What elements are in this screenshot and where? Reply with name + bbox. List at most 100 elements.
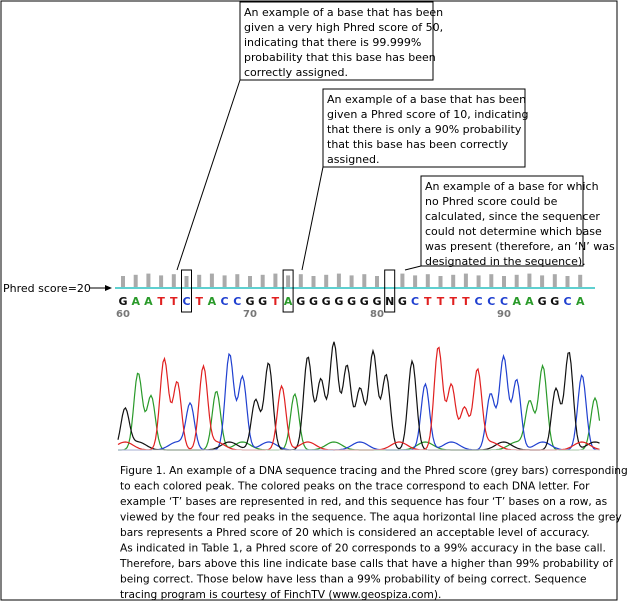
callout-text: An example of a base for which bbox=[425, 180, 599, 193]
base-letter: G bbox=[322, 295, 331, 308]
phred-bar bbox=[324, 274, 329, 289]
phred-bar bbox=[298, 274, 303, 289]
phred-bar bbox=[336, 273, 341, 289]
base-letter: A bbox=[284, 295, 293, 308]
highlight-box bbox=[384, 269, 396, 313]
callout-text: An example of a base that has been bbox=[244, 6, 443, 19]
base-letter: C bbox=[487, 295, 495, 308]
arrow-head bbox=[105, 285, 112, 291]
callout-text: calculated, since the sequencer bbox=[425, 210, 600, 223]
phred-bar bbox=[362, 274, 367, 289]
phred-bar bbox=[463, 273, 468, 289]
phred-bar bbox=[209, 273, 214, 289]
phred-bar bbox=[502, 276, 506, 289]
callout-text: that this base has been correctly bbox=[327, 138, 509, 151]
phred-bar bbox=[171, 274, 176, 289]
phred-bar bbox=[184, 276, 189, 289]
phred-bar bbox=[222, 275, 227, 289]
phred-bar bbox=[425, 274, 430, 289]
phred-bar bbox=[349, 275, 354, 289]
phred-bar bbox=[527, 273, 532, 289]
phred-bar bbox=[413, 275, 418, 289]
position-label: 80 bbox=[370, 309, 384, 320]
caption-line: Figure 1. An example of a DNA sequence t… bbox=[120, 465, 628, 477]
phred-bar bbox=[400, 273, 405, 289]
base-letter: T bbox=[424, 295, 432, 308]
phred-bar bbox=[438, 276, 443, 289]
position-label: 90 bbox=[497, 309, 511, 320]
base-letter: C bbox=[500, 295, 508, 308]
phred-bar bbox=[286, 275, 291, 289]
base-letter: G bbox=[118, 295, 127, 308]
phred-bar bbox=[248, 276, 252, 289]
phred-bar bbox=[476, 275, 481, 289]
base-letter: C bbox=[475, 295, 483, 308]
base-letter: G bbox=[334, 295, 343, 308]
caption-line: As indicated in Table 1, a Phred score o… bbox=[120, 543, 606, 555]
base-letter: G bbox=[398, 295, 407, 308]
callout-text: that there is only a 90% probability bbox=[327, 123, 522, 136]
callout-text: could not determine which base bbox=[425, 225, 602, 238]
base-letter: G bbox=[360, 295, 369, 308]
base-letter: T bbox=[437, 295, 445, 308]
caption-line: bars represents a Phred score of 20 whic… bbox=[120, 527, 590, 539]
base-letter: N bbox=[385, 295, 394, 308]
position-label: 60 bbox=[116, 309, 130, 320]
leader-line bbox=[301, 166, 324, 271]
phred-bar bbox=[540, 275, 545, 289]
leader-line bbox=[176, 79, 241, 271]
position-label: 70 bbox=[243, 309, 257, 320]
phred-bar bbox=[235, 274, 240, 289]
callout-text: given a very high Phred score of 50, bbox=[244, 21, 443, 34]
phred-bar bbox=[273, 273, 278, 289]
callout-text: probability that this base has been bbox=[244, 51, 436, 64]
phred-bar bbox=[197, 274, 202, 289]
phred-bar bbox=[578, 274, 583, 289]
trace-a bbox=[118, 363, 601, 451]
base-letter: G bbox=[372, 295, 381, 308]
frame bbox=[0, 0, 618, 601]
callout-text: given a Phred score of 10, indicating bbox=[327, 108, 528, 121]
base-letter: C bbox=[411, 295, 419, 308]
base-letter: C bbox=[563, 295, 571, 308]
base-letter: T bbox=[157, 295, 165, 308]
trace-g bbox=[117, 341, 600, 451]
base-letter: C bbox=[221, 295, 229, 308]
leader-line bbox=[404, 265, 422, 271]
trace-c bbox=[118, 352, 600, 451]
base-letter: T bbox=[449, 295, 457, 308]
callout-text: no Phred score could be bbox=[425, 195, 558, 208]
phred-bar bbox=[552, 274, 557, 289]
base-letter: A bbox=[525, 295, 534, 308]
threshold-label: Phred score=20 bbox=[3, 282, 91, 295]
phred-bar bbox=[146, 273, 151, 289]
base-letter: T bbox=[195, 295, 203, 308]
phred-bar bbox=[260, 274, 265, 289]
callout-text: An example of a base that has been bbox=[327, 93, 526, 106]
caption-line: being correct. Those below have less tha… bbox=[120, 574, 587, 586]
phred-bar bbox=[514, 274, 519, 289]
callout-box bbox=[322, 88, 526, 168]
caption-line: tracing program is courtesy of FinchTV (… bbox=[120, 589, 441, 601]
base-letter: G bbox=[550, 295, 559, 308]
caption-line: example ‘T’ bases are represented in red… bbox=[120, 496, 607, 508]
highlight-box bbox=[181, 269, 192, 313]
base-letter: A bbox=[208, 295, 217, 308]
callout-text: designated in the sequence). bbox=[425, 255, 586, 268]
phred-bar bbox=[451, 274, 456, 289]
phred-bar bbox=[159, 275, 164, 289]
phred-bar bbox=[133, 274, 138, 289]
base-letter: G bbox=[309, 295, 318, 308]
base-letter: A bbox=[144, 295, 153, 308]
base-letter: G bbox=[347, 295, 356, 308]
base-letter: T bbox=[272, 295, 280, 308]
base-letter: G bbox=[258, 295, 267, 308]
callout-text: was present (therefore, an ‘N’ was bbox=[425, 240, 615, 253]
caption-line: to each colored peak. The colored peaks … bbox=[120, 481, 590, 493]
base-letter: T bbox=[170, 295, 178, 308]
callout-text: correctly assigned. bbox=[244, 66, 348, 79]
phred-bar bbox=[489, 274, 494, 289]
callout-box bbox=[239, 1, 434, 81]
callout-text: assigned. bbox=[327, 153, 379, 166]
base-letter: C bbox=[233, 295, 241, 308]
